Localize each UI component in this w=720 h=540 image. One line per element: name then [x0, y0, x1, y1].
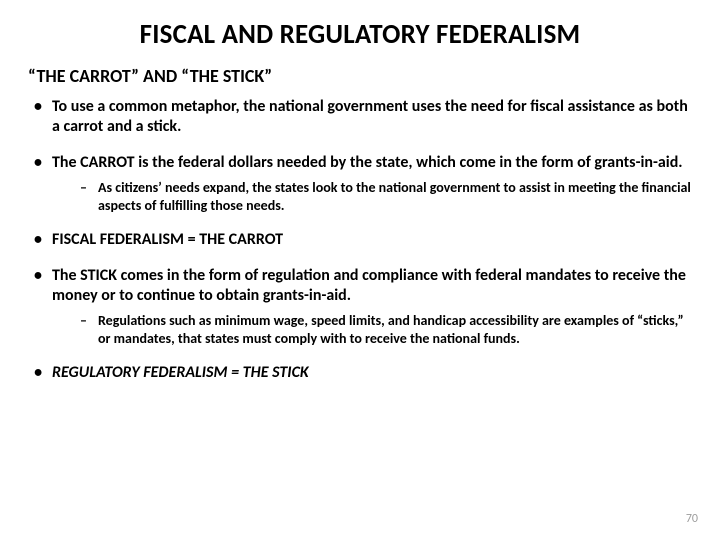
bullet-item: The STICK comes in the form of regulatio…: [28, 266, 692, 347]
slide-container: FISCAL AND REGULATORY FEDERALISM “THE CA…: [0, 0, 720, 540]
bullet-item: REGULATORY FEDERALISM = THE STICK: [28, 363, 692, 383]
bullet-list: To use a common metaphor, the national g…: [28, 97, 692, 383]
bullet-text: REGULATORY FEDERALISM = THE STICK: [52, 363, 309, 382]
bullet-text: FISCAL FEDERALISM = THE CARROT: [52, 230, 283, 249]
sub-bullet-text: As citizens’ needs expand, the states lo…: [98, 179, 691, 214]
sub-bullet-item: As citizens’ needs expand, the states lo…: [70, 179, 692, 214]
page-number: 70: [686, 512, 698, 526]
bullet-text: The CARROT is the federal dollars needed…: [52, 153, 683, 172]
slide-title: FISCAL AND REGULATORY FEDERALISM: [28, 18, 692, 51]
bullet-text: The STICK comes in the form of regulatio…: [52, 266, 686, 305]
slide-subtitle: “THE CARROT” AND “THE STICK”: [28, 65, 692, 87]
bullet-item: To use a common metaphor, the national g…: [28, 97, 692, 137]
sub-bullet-list: As citizens’ needs expand, the states lo…: [52, 179, 692, 214]
sub-bullet-item: Regulations such as minimum wage, speed …: [70, 312, 692, 347]
bullet-text: To use a common metaphor, the national g…: [52, 97, 688, 136]
bullet-item: FISCAL FEDERALISM = THE CARROT: [28, 230, 692, 250]
bullet-item: The CARROT is the federal dollars needed…: [28, 153, 692, 214]
sub-bullet-list: Regulations such as minimum wage, speed …: [52, 312, 692, 347]
sub-bullet-text: Regulations such as minimum wage, speed …: [98, 312, 684, 347]
